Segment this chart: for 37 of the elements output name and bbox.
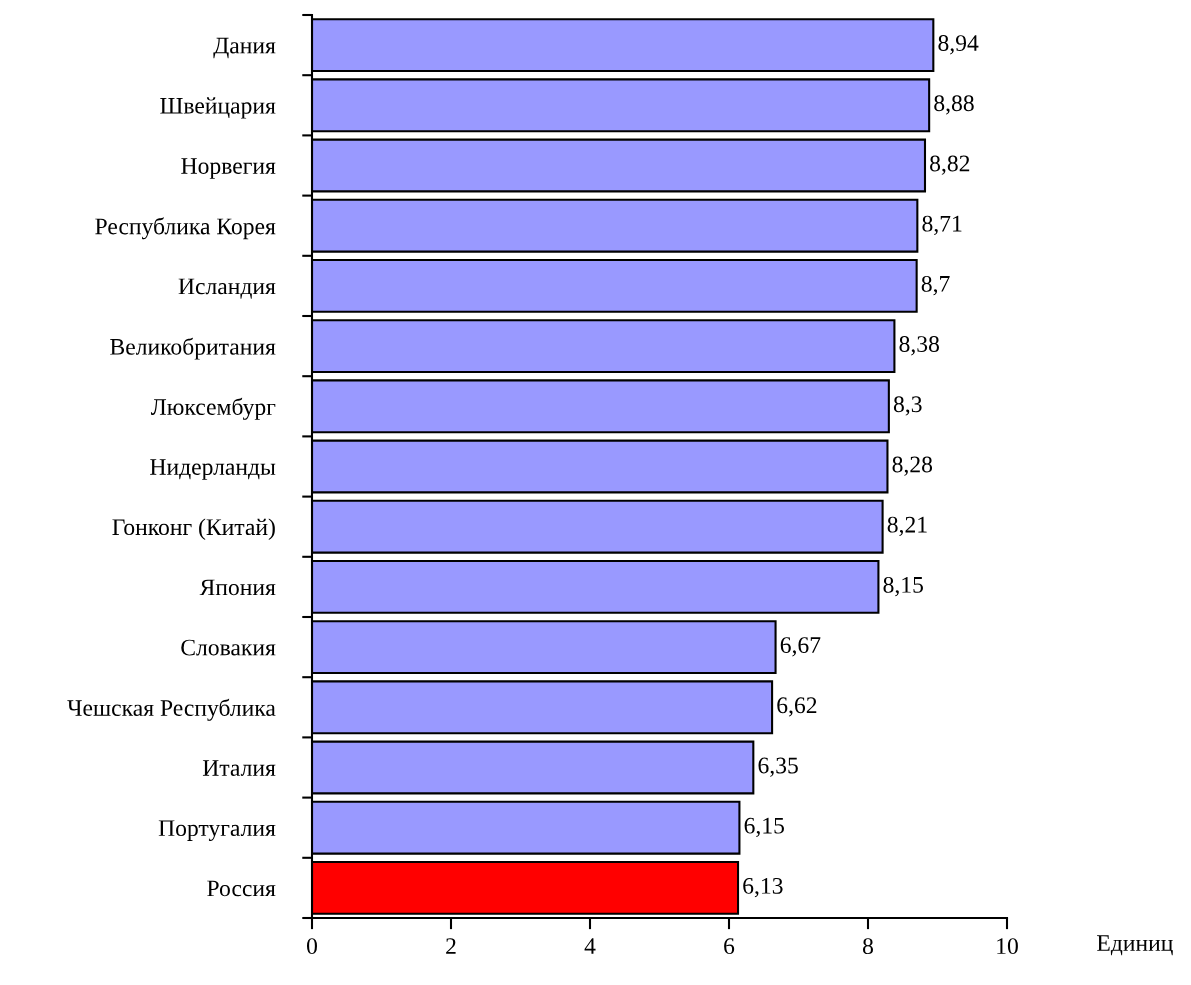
data-label: 8,71	[922, 215, 962, 236]
y-tick-label: Португалия	[158, 820, 276, 841]
data-label: 8,15	[883, 576, 923, 597]
data-label: 6,15	[744, 817, 784, 838]
x-tick-label: 8	[863, 938, 873, 955]
y-tick-label: Люксембург	[150, 397, 276, 420]
y-tick-label: Исландия	[178, 278, 276, 299]
y-tick-label: Чешская Республика	[67, 698, 276, 721]
x-axis-title: Единиц	[1097, 935, 1173, 956]
y-tick-label: Гонконг (Китай)	[112, 518, 275, 540]
data-label: 8,7	[921, 275, 950, 296]
y-tick-label: Япония	[199, 579, 276, 596]
y-tick-label: Италия	[202, 760, 276, 776]
y-tick-label: Дания	[213, 37, 276, 59]
data-label: 8,3	[893, 396, 922, 416]
x-tick-label: 4	[584, 938, 596, 954]
x-tick-label: 2	[446, 938, 456, 954]
data-label: 8,21	[887, 516, 927, 537]
y-tick-label: Швейцария	[160, 97, 276, 119]
y-tick-label: Великобритания	[110, 337, 276, 360]
x-tick-label: 6	[724, 938, 735, 955]
data-label: 6,35	[758, 757, 798, 777]
data-label: 8,82	[930, 155, 970, 175]
data-label: 6,13	[743, 877, 783, 898]
x-tick-label: 0	[307, 938, 317, 955]
y-tick-label: Республика Корея	[95, 217, 276, 240]
data-label: 6,67	[780, 637, 821, 657]
data-label: 8,88	[934, 95, 974, 115]
data-label: 8,28	[892, 456, 933, 476]
data-label: 6,62	[777, 697, 817, 717]
y-tick-label: Нидерланды	[150, 459, 276, 480]
y-tick-label: Словакия	[181, 639, 276, 656]
data-label: 8,94	[938, 35, 979, 55]
y-tick-label: Норвегия	[181, 158, 276, 179]
y-tick-label: Россия	[207, 880, 276, 897]
data-label: 8,38	[899, 336, 939, 356]
x-tick-label: 10	[997, 938, 1018, 955]
